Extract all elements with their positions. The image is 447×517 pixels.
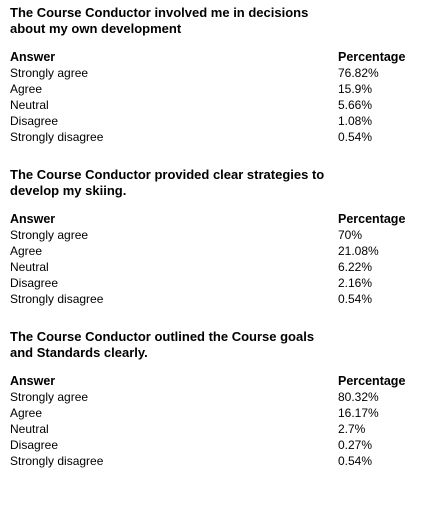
table-row: Strongly agree 80.32% [10, 389, 430, 405]
percentage-cell: 6.22% [338, 260, 373, 274]
answer-cell: Agree [10, 244, 43, 258]
percentage-cell: 76.82% [338, 66, 379, 80]
answer-cell: Strongly agree [10, 228, 89, 242]
percentage-cell: 2.7% [338, 422, 366, 436]
table-row: Strongly agree 76.82% [10, 65, 430, 81]
table-row: Agree 21.08% [10, 243, 430, 259]
answer-cell: Strongly agree [10, 390, 89, 404]
percentage-cell: 0.54% [338, 130, 373, 144]
table-row: Disagree 0.27% [10, 437, 430, 453]
question-section-strategies: The Course Conductor provided clear stra… [10, 167, 430, 307]
answer-cell: Agree [10, 82, 43, 96]
percentage-cell: 70% [338, 228, 363, 242]
question-title: The Course Conductor outlined the Course… [10, 329, 315, 360]
table-row: Agree 16.17% [10, 405, 430, 421]
results-table: Answer Percentage Strongly agree 70% Agr… [10, 211, 430, 307]
answer-column-header: Answer [10, 374, 56, 388]
question-title: The Course Conductor involved me in deci… [10, 5, 309, 36]
table-row: Strongly disagree 0.54% [10, 291, 430, 307]
answer-cell: Strongly disagree [10, 292, 104, 306]
answer-cell: Strongly agree [10, 66, 89, 80]
percentage-cell: 1.08% [338, 114, 373, 128]
percentage-cell: 0.54% [338, 292, 373, 306]
table-row: Strongly agree 70% [10, 227, 430, 243]
answer-cell: Agree [10, 406, 43, 420]
percentage-cell: 16.17% [338, 406, 379, 420]
table-header: Answer Percentage [10, 373, 430, 389]
table-row: Disagree 2.16% [10, 275, 430, 291]
answer-cell: Strongly disagree [10, 454, 104, 468]
percentage-cell: 80.32% [338, 390, 379, 404]
table-row: Disagree 1.08% [10, 113, 430, 129]
answer-column-header: Answer [10, 212, 56, 226]
answer-cell: Disagree [10, 114, 59, 128]
answer-column-header: Answer [10, 50, 56, 64]
percentage-cell: 5.66% [338, 98, 373, 112]
table-row: Agree 15.9% [10, 81, 430, 97]
answer-cell: Disagree [10, 438, 59, 452]
percentage-column-header: Percentage [338, 212, 406, 226]
answer-cell: Strongly disagree [10, 130, 104, 144]
percentage-cell: 0.27% [338, 438, 373, 452]
table-row: Strongly disagree 0.54% [10, 129, 430, 145]
percentage-column-header: Percentage [338, 50, 406, 64]
table-row: Strongly disagree 0.54% [10, 453, 430, 469]
table-row: Neutral 5.66% [10, 97, 430, 113]
table-row: Neutral 2.7% [10, 421, 430, 437]
percentage-cell: 0.54% [338, 454, 373, 468]
percentage-cell: 21.08% [338, 244, 379, 258]
question-title: The Course Conductor provided clear stra… [10, 167, 325, 198]
answer-cell: Disagree [10, 276, 59, 290]
percentage-cell: 15.9% [338, 82, 373, 96]
results-table: Answer Percentage Strongly agree 80.32% … [10, 373, 430, 469]
table-header: Answer Percentage [10, 49, 430, 65]
results-table: Answer Percentage Strongly agree 76.82% … [10, 49, 430, 145]
table-header: Answer Percentage [10, 211, 430, 227]
answer-cell: Neutral [10, 98, 49, 112]
percentage-cell: 2.16% [338, 276, 373, 290]
answer-cell: Neutral [10, 422, 49, 436]
table-row: Neutral 6.22% [10, 259, 430, 275]
answer-cell: Neutral [10, 260, 49, 274]
survey-results: The Course Conductor involved me in deci… [10, 5, 430, 469]
question-section-involvement: The Course Conductor involved me in deci… [10, 5, 430, 145]
percentage-column-header: Percentage [338, 374, 406, 388]
question-section-goals: The Course Conductor outlined the Course… [10, 329, 430, 469]
